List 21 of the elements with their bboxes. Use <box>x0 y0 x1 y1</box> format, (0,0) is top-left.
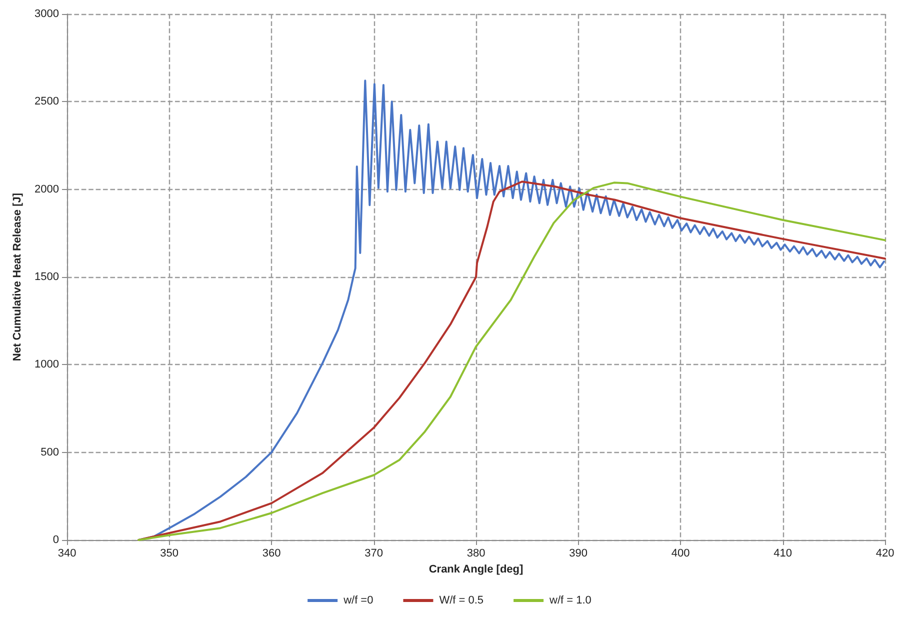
y-axis-title: Net Cumulative Heat Release [J] <box>12 192 24 362</box>
x-tick-label: 340 <box>58 548 76 560</box>
x-tick-label: 350 <box>160 548 178 560</box>
y-tick-label: 1000 <box>34 358 59 371</box>
y-tick-label: 3000 <box>34 8 59 20</box>
y-tick-label: 2500 <box>34 96 59 108</box>
y-tick-label: 500 <box>40 446 59 458</box>
y-tick-label: 1500 <box>34 271 59 283</box>
x-tick-label: 390 <box>569 548 588 560</box>
y-tick-label: 2000 <box>34 183 59 196</box>
x-tick-label: 370 <box>364 548 383 560</box>
legend-label: W/f = 0.5 <box>439 594 484 606</box>
legend-label: w/f = 1.0 <box>548 594 592 606</box>
y-tick-label: 0 <box>52 534 59 546</box>
x-tick-label: 410 <box>774 548 792 560</box>
x-tick-label: 360 <box>262 548 281 560</box>
x-tick-label: 380 <box>466 548 486 560</box>
x-tick-label: 400 <box>671 548 690 560</box>
x-axis-title: Crank Angle [deg] <box>428 564 524 576</box>
legend-label: w/f =0 <box>342 594 374 606</box>
x-tick-label: 420 <box>876 548 894 560</box>
